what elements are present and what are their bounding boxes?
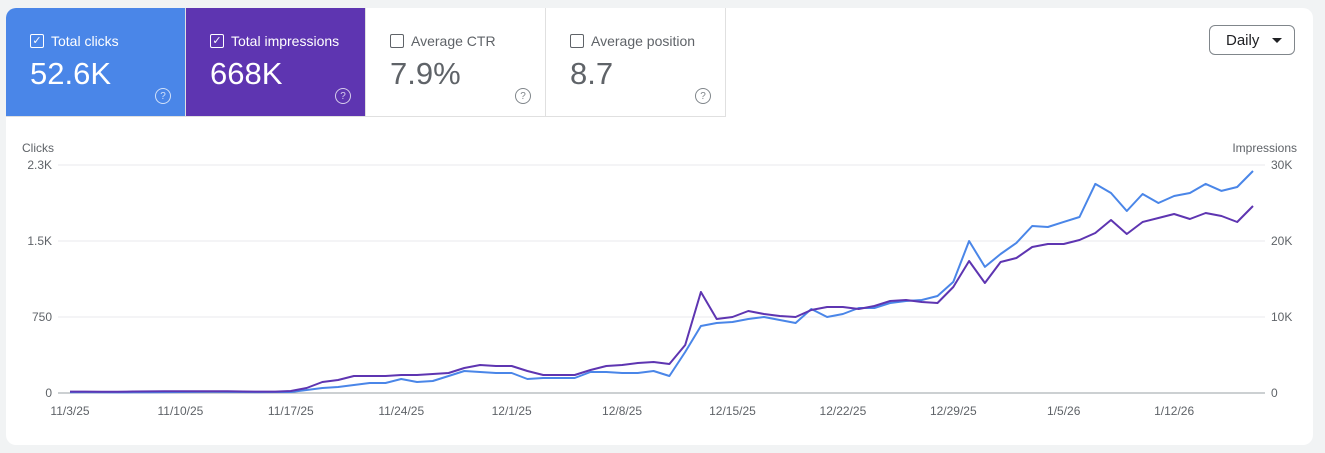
- y-right-tick-label: 10K: [1271, 310, 1292, 324]
- y-left-tick-label: 0: [45, 386, 52, 400]
- x-tick-label: 12/8/25: [602, 404, 642, 418]
- x-tick-label: 1/12/26: [1154, 404, 1194, 418]
- y-left-tick-label: 1.5K: [27, 234, 52, 248]
- series-line-clicks: [69, 170, 1254, 394]
- metric-tile-average-position[interactable]: Average position 8.7 ?: [546, 8, 726, 117]
- checkbox-checked-icon[interactable]: ✓: [30, 34, 44, 48]
- x-tick-label: 12/22/25: [820, 404, 867, 418]
- metric-tile-total-clicks[interactable]: ✓ Total clicks 52.6K ?: [6, 8, 186, 117]
- help-icon[interactable]: ?: [335, 88, 351, 104]
- checkbox-unchecked-icon[interactable]: [570, 34, 584, 48]
- x-tick-label: 11/24/25: [378, 404, 424, 418]
- x-tick-label: 12/1/25: [492, 404, 532, 418]
- help-icon[interactable]: ?: [695, 88, 711, 104]
- metric-label: Total clicks: [51, 33, 119, 49]
- metric-tile-average-ctr[interactable]: Average CTR 7.9% ?: [366, 8, 546, 117]
- help-icon[interactable]: ?: [515, 88, 531, 104]
- y-right-axis-title: Impressions: [1232, 141, 1297, 155]
- x-tick-label: 12/15/25: [709, 404, 756, 418]
- metric-value: 52.6K: [30, 56, 112, 91]
- series-line-impressions: [70, 205, 1254, 393]
- x-tick-label: 12/29/25: [930, 404, 977, 418]
- y-right-tick-label: 30K: [1271, 158, 1292, 172]
- metric-label: Average CTR: [411, 33, 496, 49]
- metric-value: 7.9%: [390, 56, 461, 91]
- caret-down-icon: [1272, 37, 1282, 43]
- help-icon[interactable]: ?: [155, 88, 171, 104]
- metric-value: 8.7: [570, 56, 614, 91]
- x-tick-label: 11/10/25: [157, 404, 203, 418]
- x-tick-label: 11/17/25: [268, 404, 314, 418]
- granularity-value: Daily: [1226, 31, 1260, 49]
- metric-value: 668K: [210, 56, 283, 91]
- y-left-tick-label: 750: [32, 310, 52, 324]
- x-tick-label: 1/5/26: [1047, 404, 1081, 418]
- checkbox-checked-icon[interactable]: ✓: [210, 34, 224, 48]
- checkbox-unchecked-icon[interactable]: [390, 34, 404, 48]
- metric-label: Total impressions: [231, 33, 340, 49]
- y-right-tick-label: 0: [1271, 386, 1278, 400]
- y-left-tick-label: 2.3K: [27, 158, 52, 172]
- granularity-dropdown[interactable]: Daily: [1209, 25, 1295, 55]
- metric-label: Average position: [591, 33, 696, 49]
- y-left-axis-title: Clicks: [22, 141, 54, 155]
- y-right-tick-label: 20K: [1271, 234, 1292, 248]
- x-tick-label: 11/3/25: [50, 404, 89, 418]
- metric-tile-total-impressions[interactable]: ✓ Total impressions 668K ?: [186, 8, 366, 117]
